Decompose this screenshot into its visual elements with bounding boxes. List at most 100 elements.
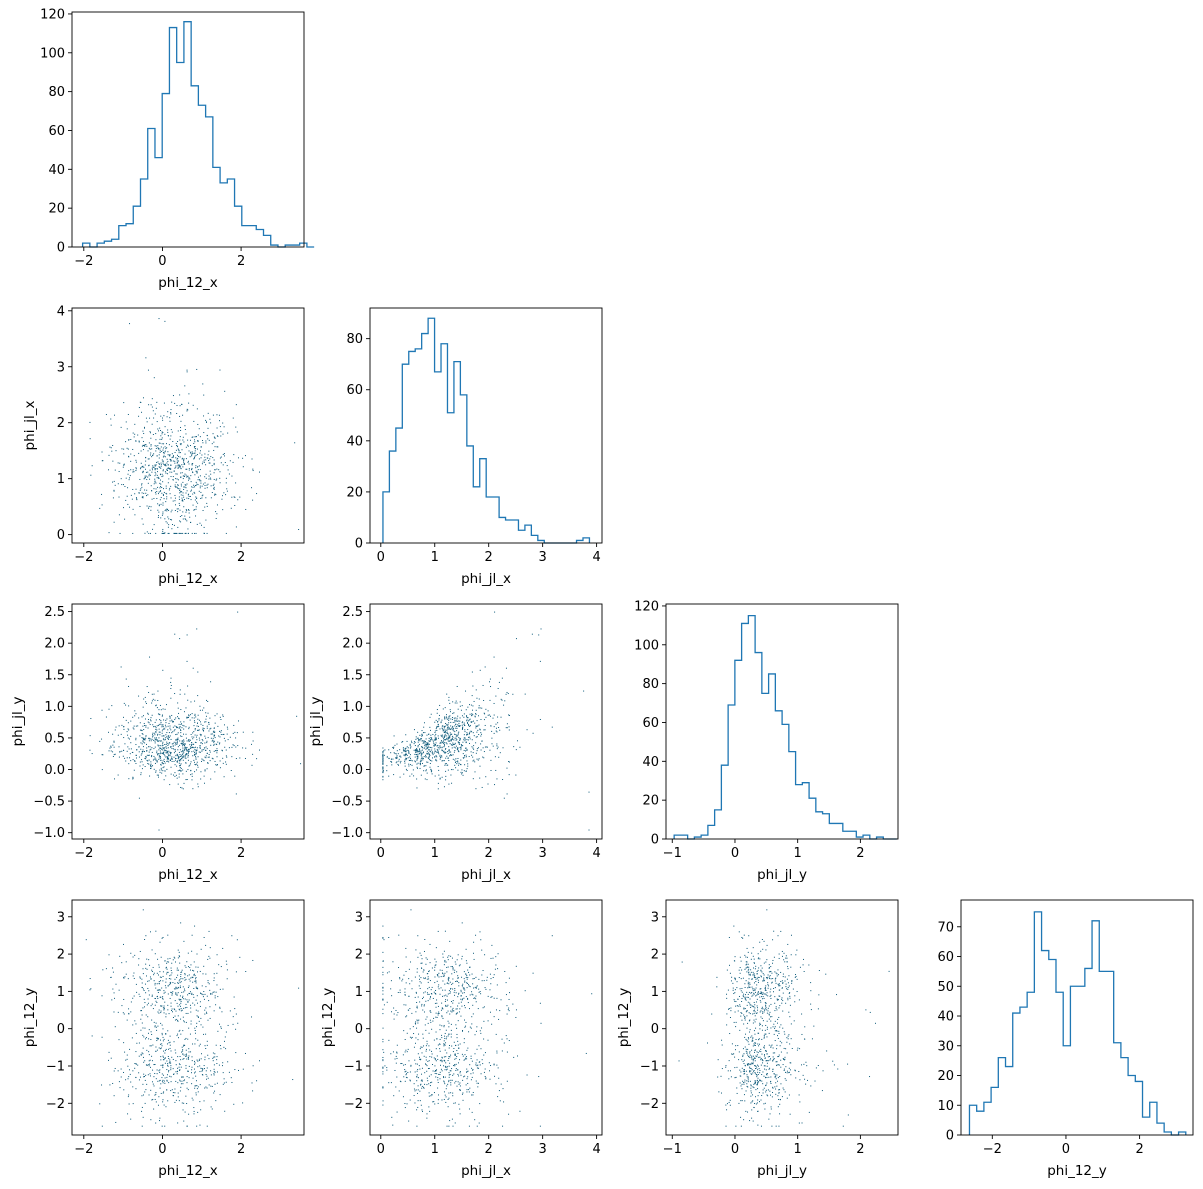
scatter-point bbox=[235, 1052, 237, 1054]
scatter-point bbox=[141, 492, 143, 494]
x-axis-label: phi_jl_x bbox=[461, 867, 511, 883]
scatter-point bbox=[199, 1065, 201, 1067]
scatter-point bbox=[148, 404, 150, 406]
scatter-point bbox=[185, 770, 187, 772]
scatter-point bbox=[414, 1090, 416, 1092]
scatter-point bbox=[466, 982, 468, 984]
scatter-point bbox=[212, 731, 214, 733]
scatter-point bbox=[154, 445, 156, 447]
scatter-point bbox=[208, 462, 210, 464]
scatter-point bbox=[443, 750, 445, 752]
scatter-point bbox=[157, 745, 159, 747]
scatter-point bbox=[144, 1060, 146, 1062]
scatter-point bbox=[185, 1065, 187, 1067]
scatter-point bbox=[157, 1025, 159, 1027]
scatter-point bbox=[417, 956, 419, 958]
scatter-point bbox=[466, 750, 468, 752]
scatter-point bbox=[200, 778, 202, 780]
scatter-point bbox=[437, 788, 439, 790]
scatter-point bbox=[416, 750, 418, 752]
scatter-point bbox=[188, 493, 190, 495]
scatter-point bbox=[408, 763, 410, 765]
scatter-point bbox=[497, 953, 499, 955]
scatter-point bbox=[185, 1037, 187, 1039]
scatter-point bbox=[152, 966, 154, 968]
scatter-point bbox=[131, 498, 133, 500]
scatter-point bbox=[484, 746, 486, 748]
scatter-point bbox=[462, 1055, 464, 1057]
scatter-point bbox=[222, 453, 224, 455]
y-tick-label: 60 bbox=[48, 124, 65, 139]
scatter-point bbox=[450, 774, 452, 776]
scatter-point bbox=[167, 934, 169, 936]
scatter-point bbox=[129, 757, 131, 759]
scatter-point bbox=[438, 748, 440, 750]
scatter-point bbox=[135, 467, 137, 469]
scatter-point bbox=[226, 726, 228, 728]
scatter-point bbox=[160, 1056, 162, 1058]
scatter-point bbox=[181, 755, 183, 757]
scatter-point bbox=[475, 976, 477, 978]
scatter-point bbox=[417, 753, 419, 755]
scatter-point bbox=[192, 755, 194, 757]
scatter-point bbox=[462, 745, 464, 747]
scatter-point bbox=[411, 980, 413, 982]
scatter-point bbox=[432, 1020, 434, 1022]
scatter-point bbox=[422, 742, 424, 744]
scatter-point bbox=[132, 776, 134, 778]
scatter-point bbox=[170, 485, 172, 487]
scatter-point bbox=[439, 1060, 441, 1062]
scatter-point bbox=[495, 727, 497, 729]
scatter-point bbox=[182, 1058, 184, 1060]
scatter-point bbox=[127, 1096, 129, 1098]
scatter-point bbox=[194, 980, 196, 982]
scatter-point bbox=[462, 757, 464, 759]
scatter-point bbox=[148, 465, 150, 467]
scatter-point bbox=[433, 743, 435, 745]
scatter-point bbox=[138, 717, 140, 719]
scatter-point bbox=[183, 506, 185, 508]
scatter-point bbox=[204, 770, 206, 772]
scatter-point bbox=[169, 720, 171, 722]
scatter-point bbox=[396, 756, 398, 758]
scatter-point bbox=[231, 496, 233, 498]
scatter-point bbox=[217, 996, 219, 998]
scatter-point bbox=[414, 745, 416, 747]
scatter-point bbox=[475, 709, 477, 711]
scatter-point bbox=[298, 987, 300, 989]
scatter-point bbox=[426, 761, 428, 763]
scatter-point bbox=[209, 418, 211, 420]
scatter-point bbox=[161, 437, 163, 439]
scatter-point bbox=[451, 727, 453, 729]
scatter-point bbox=[181, 1009, 183, 1011]
scatter-point bbox=[216, 764, 218, 766]
scatter-point bbox=[225, 1031, 227, 1033]
scatter-point bbox=[219, 736, 221, 738]
scatter-point bbox=[382, 993, 384, 995]
scatter-point bbox=[137, 1064, 139, 1066]
scatter-point bbox=[202, 996, 204, 998]
scatter-point bbox=[182, 749, 184, 751]
scatter-point bbox=[468, 719, 470, 721]
scatter-point bbox=[179, 979, 181, 981]
scatter-point bbox=[193, 1110, 195, 1112]
scatter-point bbox=[186, 1076, 188, 1078]
scatter-point bbox=[427, 1022, 429, 1024]
scatter-point bbox=[161, 726, 163, 728]
scatter-point bbox=[433, 1057, 435, 1059]
scatter-point bbox=[138, 751, 140, 753]
scatter-point bbox=[436, 729, 438, 731]
scatter-point bbox=[191, 775, 193, 777]
scatter-point bbox=[187, 1070, 189, 1072]
scatter-point bbox=[180, 1018, 182, 1020]
scatter-point bbox=[195, 532, 197, 534]
scatter-point bbox=[142, 430, 144, 432]
scatter-point bbox=[163, 1050, 165, 1052]
scatter-point bbox=[204, 482, 206, 484]
scatter-point bbox=[142, 733, 144, 735]
scatter-point bbox=[163, 738, 165, 740]
scatter-point bbox=[179, 758, 181, 760]
scatter-point bbox=[426, 978, 428, 980]
scatter-point bbox=[478, 707, 480, 709]
scatter-point bbox=[442, 708, 444, 710]
